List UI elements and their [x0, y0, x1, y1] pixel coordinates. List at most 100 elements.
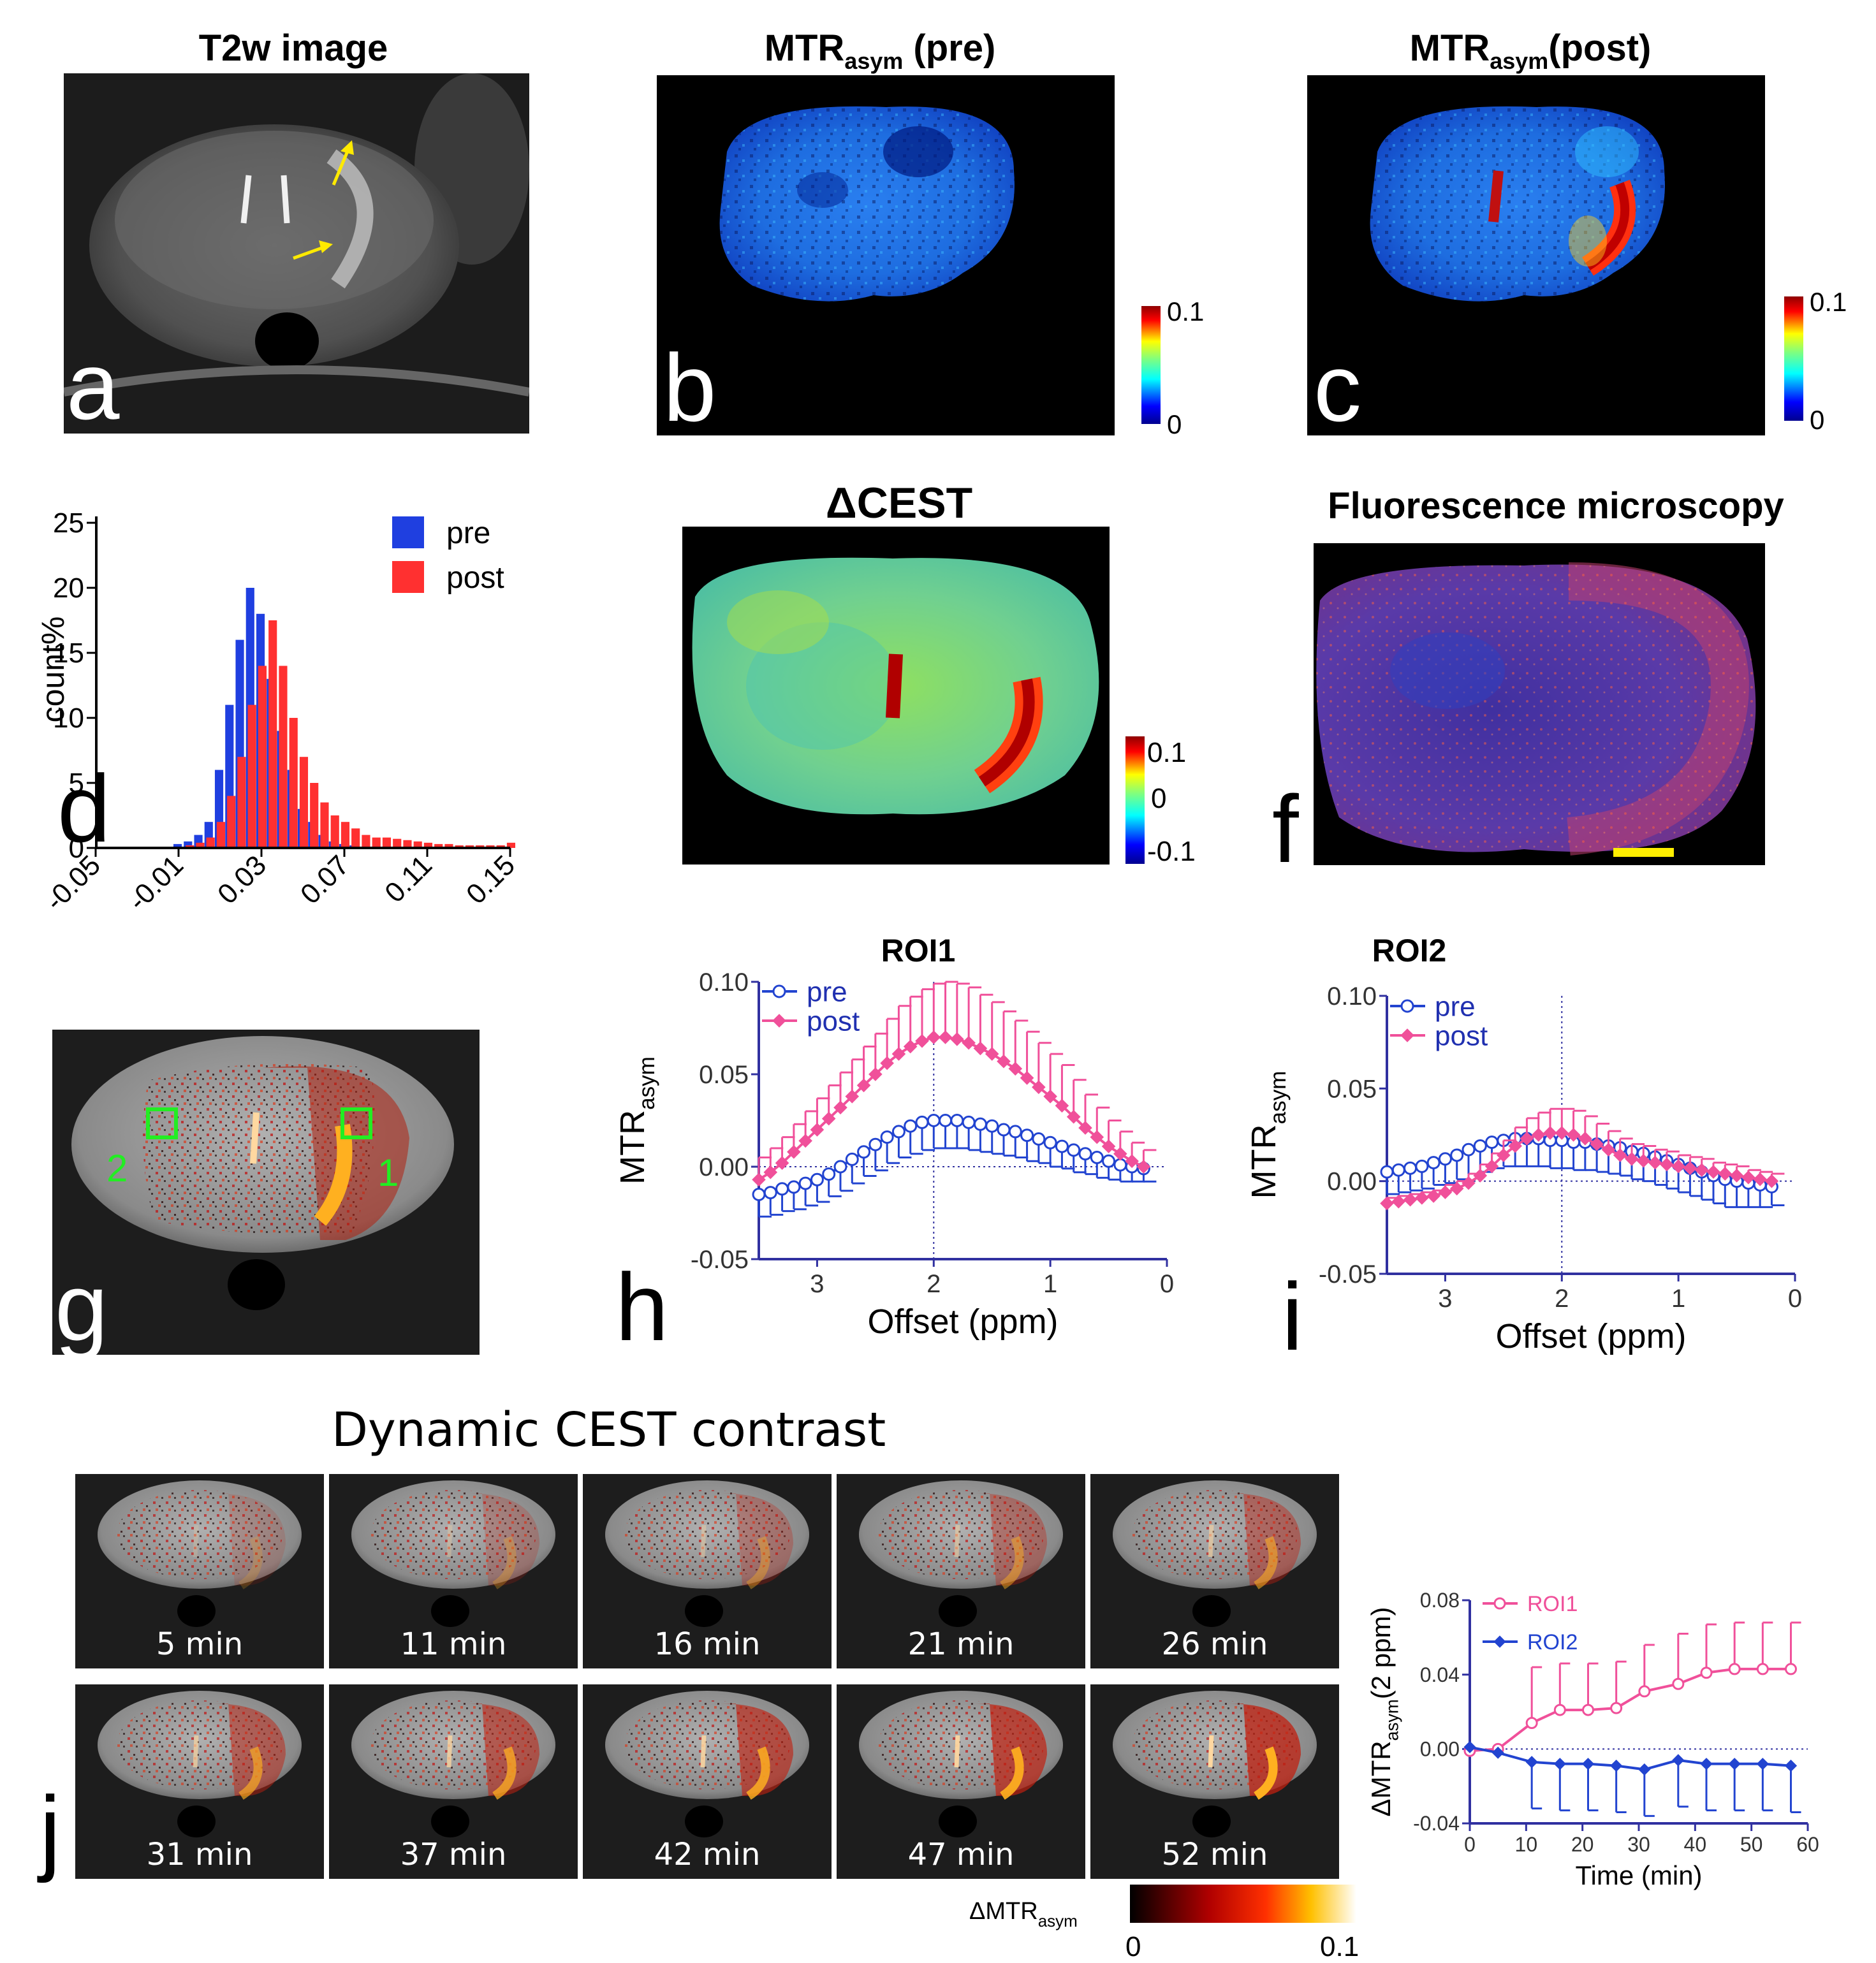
chart-h-point-pre — [904, 1119, 918, 1133]
d-bar-post — [279, 666, 288, 848]
chart-h-point-pre — [1055, 1139, 1069, 1153]
panel-j-chart: -0.04 0.00 0.04 0.08 0 10 20 30 40 50 60 Time (min)… — [1366, 1589, 1819, 1890]
chart-i-point-post — [1438, 1185, 1453, 1199]
d-bar-post — [289, 718, 298, 848]
d-bar-post — [393, 838, 402, 848]
panel-i-chart: -0.05 0.00 0.05 0.10 3 2 1 0 Offset (ppm) MTRasym… — [1245, 982, 1802, 1355]
d-xtick-label: 0.03 — [212, 849, 272, 910]
time-tile: 42 min — [583, 1684, 832, 1879]
chart-i-xtick-label: 3 — [1438, 1285, 1452, 1313]
time-tile: 5 min — [75, 1474, 324, 1668]
chart-j-xtick-label: 30 — [1627, 1833, 1650, 1856]
chart-j-point-ROI2 — [1756, 1758, 1769, 1770]
chart-h-point-pre — [1020, 1128, 1034, 1142]
panel-c-label: c — [1314, 334, 1361, 435]
chart-j-point-ROI2 — [1525, 1756, 1538, 1769]
chart-h-point-pre — [1008, 1125, 1022, 1139]
d-bar-post — [434, 843, 443, 848]
chart-j-point-ROI2 — [1491, 1746, 1504, 1759]
tile-brain-image — [329, 1684, 578, 1879]
panel-i-title: ROI2 — [1372, 933, 1447, 968]
chart-j-point-ROI1 — [1610, 1702, 1623, 1714]
chart-i-legend-marker-post — [1400, 1028, 1414, 1042]
roi1-box — [341, 1107, 372, 1139]
colorbar-min: 0 — [1125, 1931, 1141, 1962]
chart-j-xtick-label: 0 — [1464, 1833, 1476, 1856]
panel-c-image: c — [1307, 75, 1765, 435]
chart-h-point-post — [787, 1145, 801, 1159]
chart-j-point-ROI2 — [1463, 1740, 1476, 1754]
d-bar-post — [382, 837, 392, 848]
chart-j-point-ROI1 — [1525, 1717, 1538, 1729]
time-tile-label: 11 min — [400, 1626, 507, 1662]
chart-h-point-pre — [997, 1123, 1011, 1137]
chart-h-point-pre — [915, 1115, 929, 1129]
d-legend-post: post — [446, 561, 504, 595]
chart-j-point-ROI1 — [1785, 1663, 1797, 1675]
chart-h-ytick-label: 0.05 — [699, 1061, 749, 1089]
panel-h-label: h — [615, 1253, 669, 1361]
chart-h-point-pre — [845, 1152, 859, 1166]
chart-h-point-post — [798, 1134, 812, 1148]
d-bar-pre — [173, 843, 182, 848]
tile-brain-image — [329, 1474, 578, 1668]
panel-b-scale-min: 0 — [1167, 409, 1182, 439]
panel-b-title: MTRasym (pre) — [764, 27, 996, 74]
chart-j-point-ROI2 — [1672, 1754, 1685, 1767]
d-bar-post — [268, 620, 277, 848]
chart-h-point-post — [903, 1039, 918, 1054]
delta-cest-map — [682, 527, 1110, 865]
d-bar-post — [258, 666, 267, 848]
chart-h-point-post — [962, 1035, 976, 1050]
panel-d-label: d — [57, 755, 110, 862]
d-bar-pre — [184, 841, 193, 848]
chart-h-point-pre — [891, 1125, 905, 1139]
chart-h-point-post — [868, 1067, 883, 1081]
chart-h-point-pre — [822, 1167, 836, 1181]
chart-h-point-post — [938, 1030, 953, 1044]
time-tile-label: 16 min — [654, 1626, 761, 1662]
chart-h-point-post — [891, 1047, 906, 1061]
time-tile: 37 min — [329, 1684, 578, 1879]
d-bar-post — [444, 843, 453, 848]
chart-h-point-pre — [939, 1114, 953, 1127]
chart-h-legend-marker-pre — [772, 984, 786, 998]
yellow-arrow-icon — [293, 240, 333, 260]
chart-j-point-ROI2 — [1728, 1758, 1741, 1770]
roi2-box — [146, 1107, 178, 1139]
chart-i-point-post — [1531, 1128, 1546, 1142]
d-ytick-label: 25 — [53, 507, 84, 539]
chart-j-ytick-label: 0.04 — [1420, 1663, 1460, 1686]
d-legend-pre: pre — [446, 516, 490, 550]
chart-h-point-pre — [775, 1182, 789, 1196]
chart-h-point-post — [985, 1047, 999, 1061]
chart-j-point-ROI1 — [1582, 1704, 1594, 1716]
panel-a-label: a — [66, 332, 120, 434]
chart-i-point-post — [1625, 1151, 1639, 1166]
chart-i-point-pre — [1438, 1152, 1452, 1166]
panel-j-colorbar: ΔMTRasym 0 0.1 — [969, 1885, 1359, 1962]
chart-j-line-ROI1 — [1469, 1667, 1791, 1753]
panel-j-label: j — [40, 1776, 61, 1883]
chart-h-point-pre — [798, 1176, 812, 1190]
panel-a-image: a — [64, 73, 529, 434]
roi2-label: 2 — [106, 1147, 128, 1190]
chart-i-ylabel: MTRasym — [1245, 1071, 1291, 1199]
chart-i-point-post — [1380, 1196, 1394, 1211]
chart-i-point-pre — [1426, 1156, 1440, 1170]
d-bar-post — [227, 796, 236, 848]
scale-bar — [1613, 848, 1674, 857]
d-bar-post — [196, 842, 205, 848]
time-tile-label: 21 min — [907, 1626, 1015, 1662]
d-ylabel: count% — [35, 617, 71, 723]
d-ytick-label: 20 — [53, 573, 84, 604]
chart-h-point-post — [856, 1078, 871, 1093]
chart-i-point-post — [1391, 1194, 1406, 1209]
chart-h-point-pre — [857, 1145, 871, 1159]
panel-b-scale-max: 0.1 — [1167, 300, 1204, 326]
chart-i-point-pre — [1380, 1165, 1394, 1179]
chart-h-xlabel: Offset (ppm) — [867, 1303, 1058, 1341]
chart-j-ytick-label: 0.00 — [1420, 1738, 1460, 1761]
chart-j-legend-ROI2: ROI2 — [1527, 1630, 1578, 1654]
time-tile-label: 31 min — [146, 1837, 253, 1872]
